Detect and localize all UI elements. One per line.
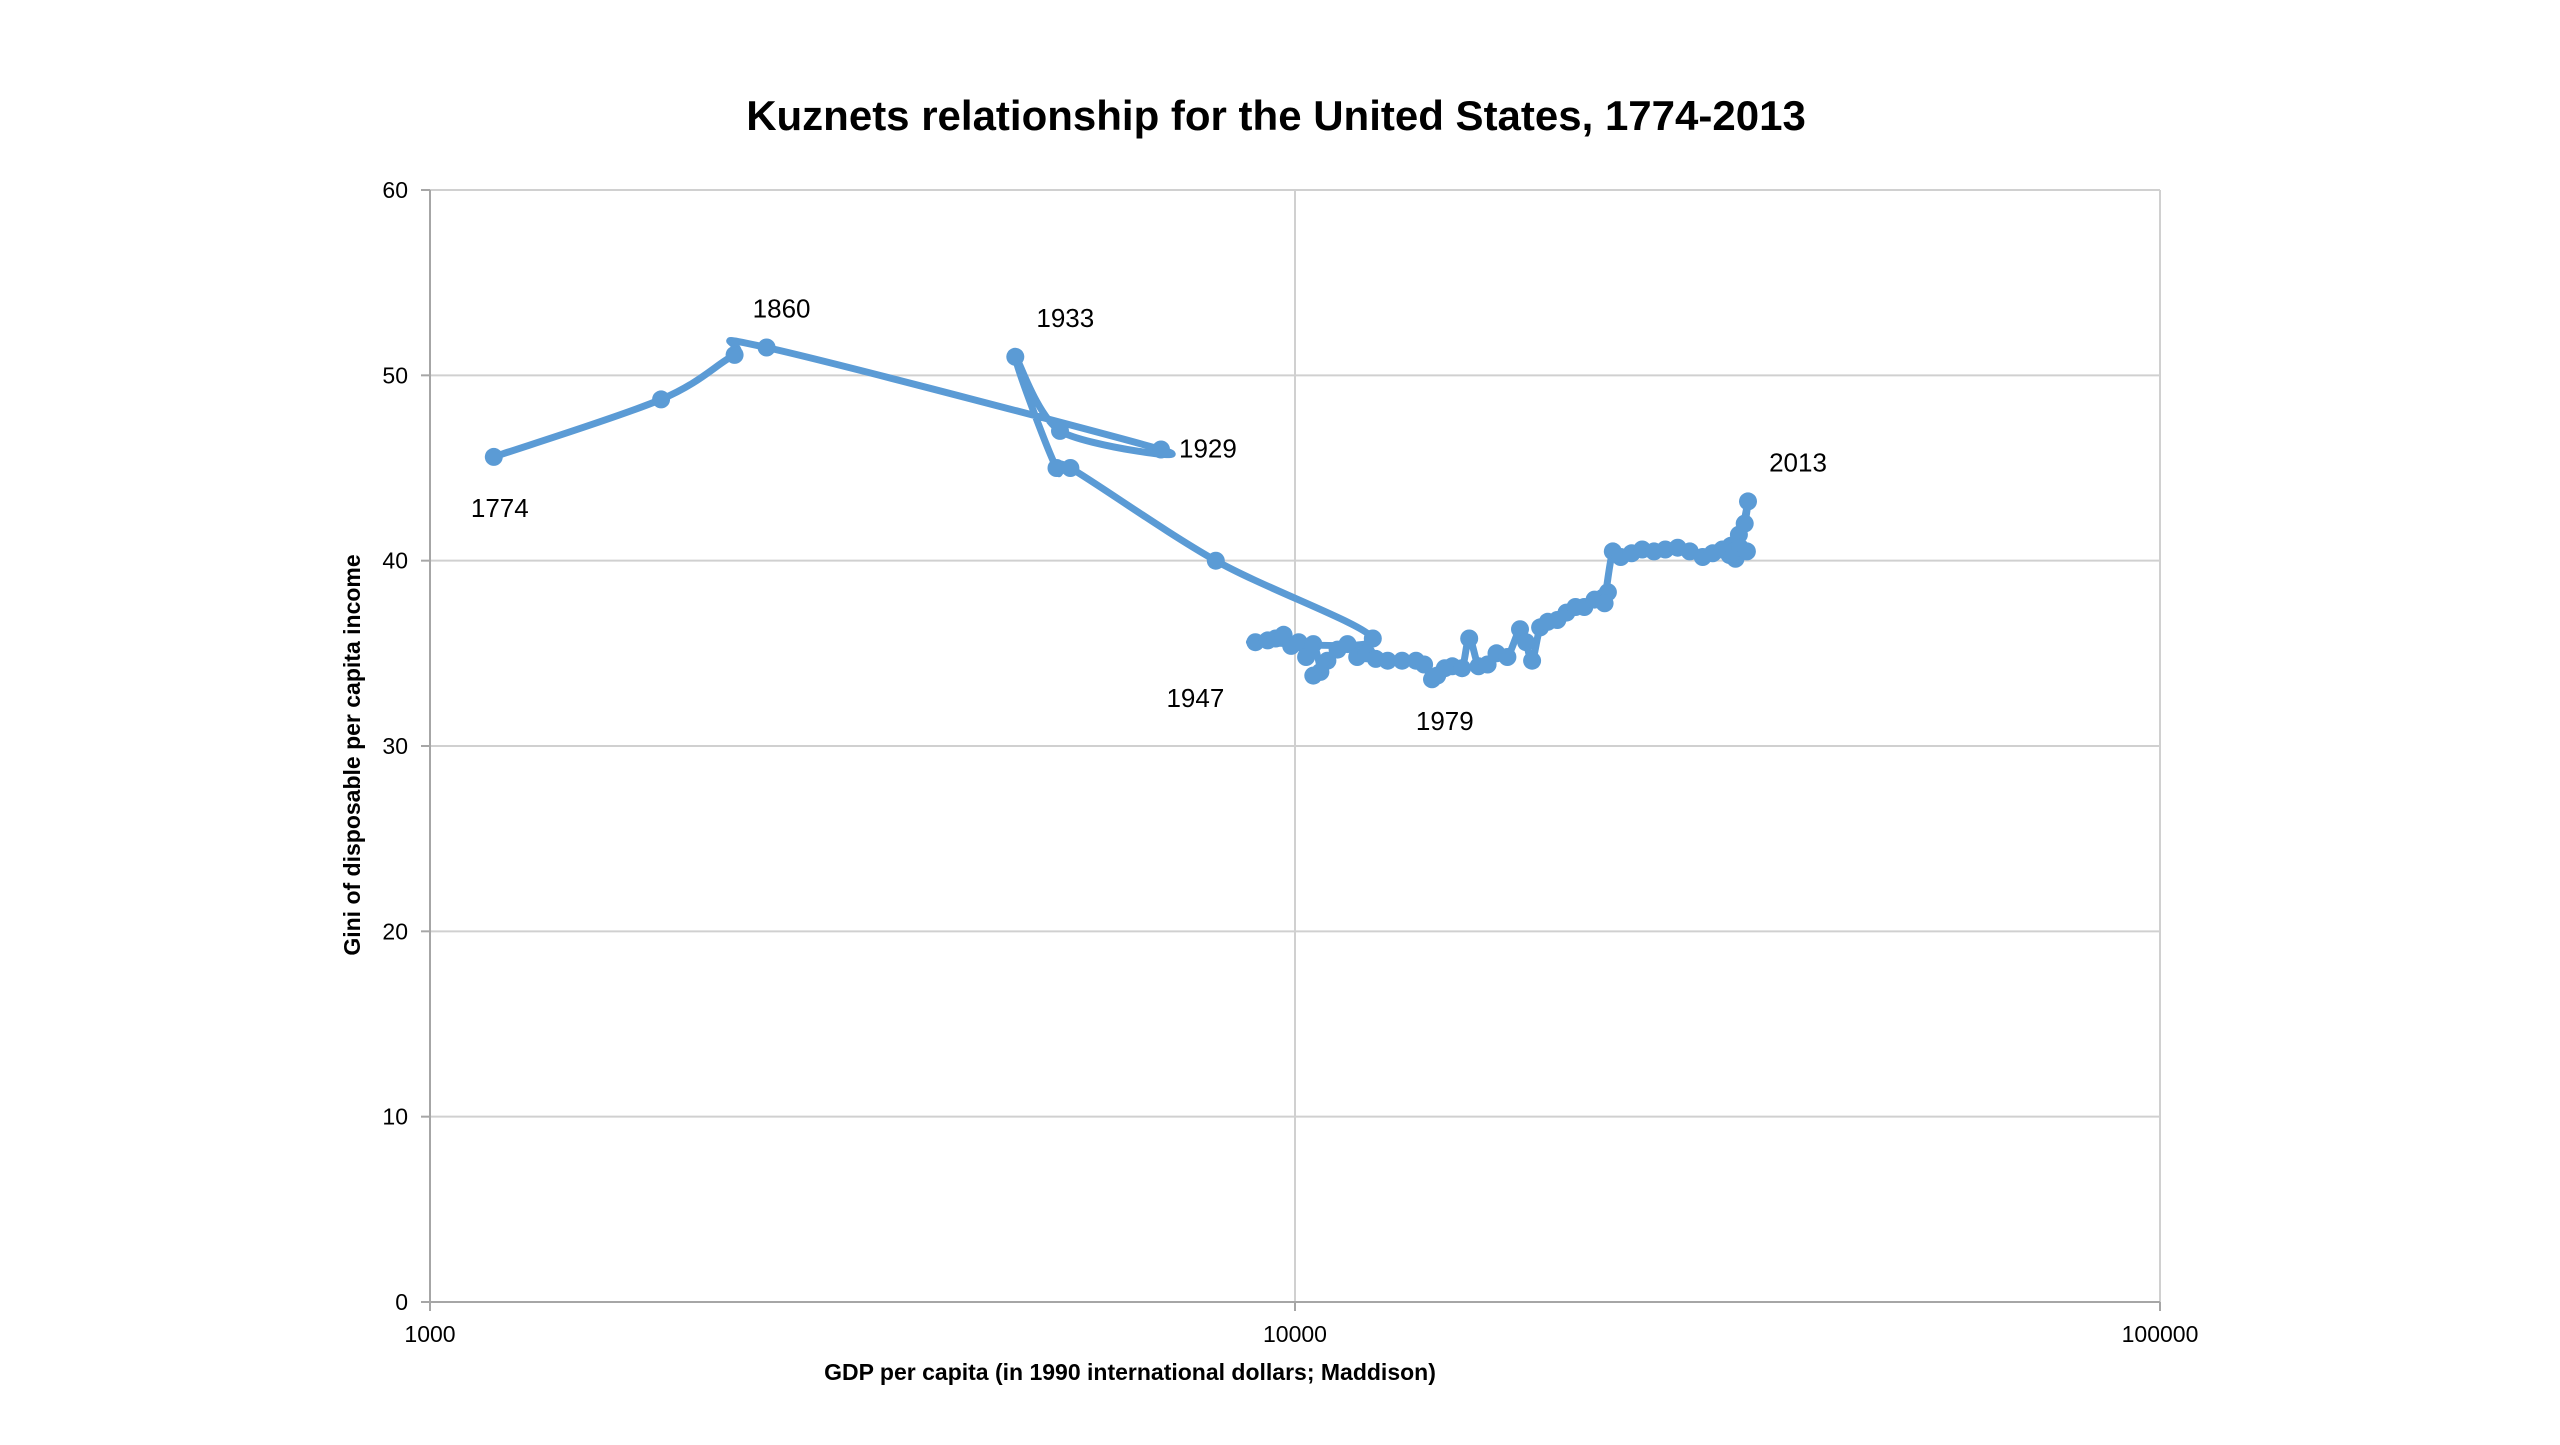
data-point <box>757 338 776 357</box>
axes: 0 10 20 30 40 50 60 1000 10000 100000 <box>382 177 2198 1347</box>
data-point <box>1338 635 1357 654</box>
data-point <box>1517 633 1536 652</box>
data-point <box>484 447 503 466</box>
year-label: 2013 <box>1769 447 1827 477</box>
year-label: 1979 <box>1416 706 1474 736</box>
data-point <box>1006 347 1025 366</box>
data-point <box>1523 651 1542 670</box>
data-point <box>1453 659 1472 678</box>
data-point <box>1051 421 1069 440</box>
series-layer <box>484 337 1757 689</box>
y-tick-label: 60 <box>382 177 408 203</box>
data-point <box>725 345 744 364</box>
data-point <box>1737 542 1756 561</box>
data-point <box>1152 440 1170 459</box>
data-point <box>1739 492 1757 511</box>
y-tick-label: 50 <box>382 362 408 388</box>
data-point <box>1289 633 1308 652</box>
year-label: 1947 <box>1166 683 1224 713</box>
data-point <box>1206 551 1225 570</box>
data-point <box>1735 514 1754 533</box>
y-axis-label: Gini of disposable per capita income <box>339 554 365 955</box>
series-line <box>490 337 1752 684</box>
data-point <box>1378 651 1397 670</box>
data-point <box>1304 666 1323 685</box>
y-tick-label: 40 <box>382 548 408 574</box>
y-tick-label: 20 <box>382 918 408 944</box>
y-tick-label: 30 <box>382 733 408 759</box>
year-label: 1933 <box>1036 303 1094 333</box>
year-label: 1774 <box>471 493 529 523</box>
year-label: 1860 <box>753 294 811 324</box>
data-point <box>1415 655 1434 674</box>
x-tick-label: 10000 <box>1263 1321 1327 1347</box>
data-point <box>1047 459 1066 477</box>
data-point <box>1061 459 1080 477</box>
data-point <box>1498 648 1517 666</box>
data-point <box>652 390 671 409</box>
data-point <box>1304 635 1323 654</box>
data-point <box>1460 629 1479 648</box>
data-point <box>1363 629 1382 648</box>
x-tick-label: 1000 <box>404 1321 455 1347</box>
y-tick-label: 10 <box>382 1104 408 1130</box>
year-label: 1929 <box>1179 434 1237 464</box>
x-axis-label: GDP per capita (in 1990 international do… <box>824 1359 1436 1385</box>
grid <box>429 189 2161 1303</box>
data-point <box>1595 594 1614 613</box>
data-point <box>1393 651 1412 670</box>
chart-title: Kuznets relationship for the United Stat… <box>746 92 1806 139</box>
annotations: 1774 1860 1933 1929 1947 1979 2013 <box>471 294 1827 737</box>
y-tick-label: 0 <box>395 1289 408 1315</box>
x-tick-label: 100000 <box>2122 1321 2199 1347</box>
